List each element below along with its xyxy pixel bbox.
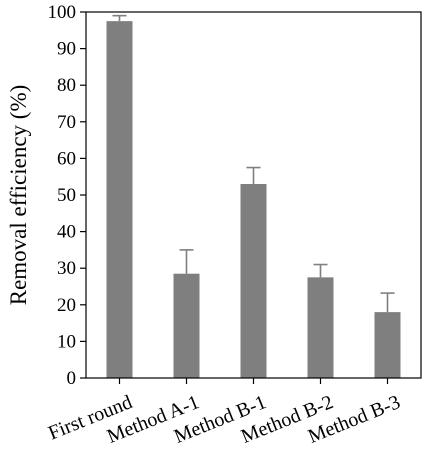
y-tick-label: 40 xyxy=(57,222,76,243)
error-bars xyxy=(112,14,395,313)
y-tick-label: 50 xyxy=(57,185,76,206)
bar xyxy=(173,273,200,378)
bar xyxy=(307,277,334,378)
y-axis-ticks: 0 10 20 30 40 50 60 70 80 90 100 xyxy=(48,2,86,389)
y-tick-label: 0 xyxy=(67,368,77,389)
y-tick-label: 10 xyxy=(57,331,76,352)
bars xyxy=(106,21,401,379)
y-tick-label: 20 xyxy=(57,295,76,316)
bar xyxy=(374,312,401,378)
y-tick-label: 30 xyxy=(57,258,76,279)
y-axis-label: Removal efficiency (%) xyxy=(6,85,31,306)
bar xyxy=(240,184,267,378)
y-tick-label: 60 xyxy=(57,148,76,169)
y-tick-label: 100 xyxy=(48,2,77,23)
bar xyxy=(106,21,133,379)
y-tick-label: 80 xyxy=(57,75,76,96)
y-tick-label: 90 xyxy=(57,39,76,60)
plot-frame xyxy=(85,11,422,379)
y-tick-label: 70 xyxy=(57,112,76,133)
